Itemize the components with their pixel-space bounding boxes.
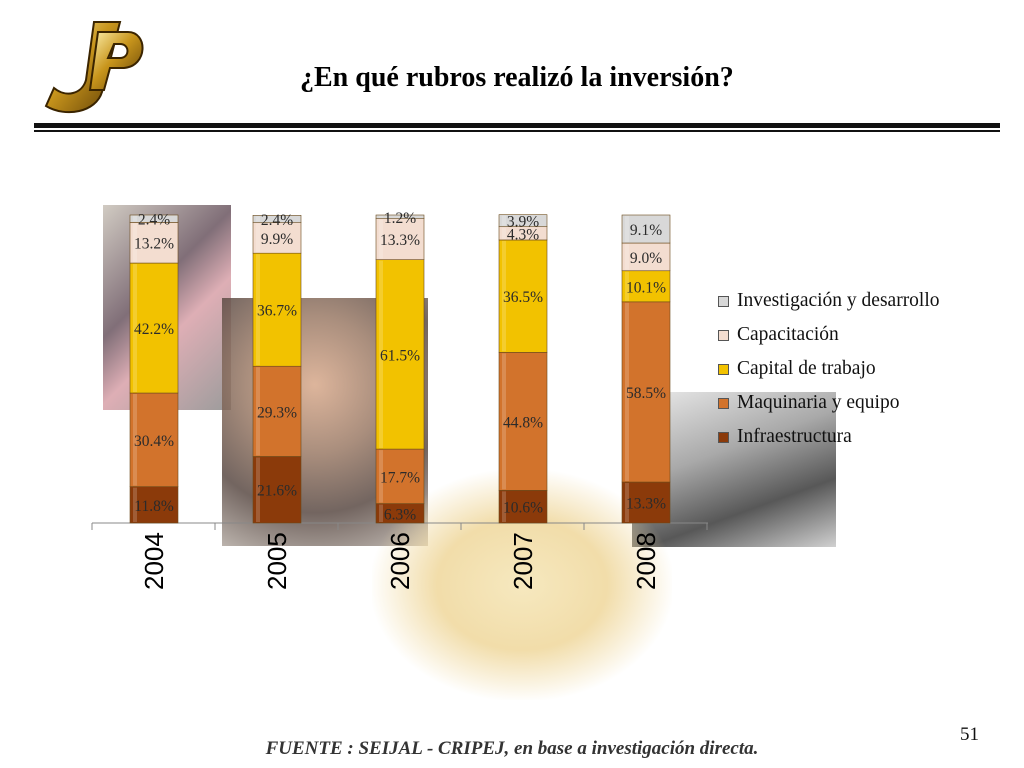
data-label: 44.8% (503, 414, 543, 431)
legend-swatch (718, 295, 729, 307)
data-label: 30.4% (134, 433, 174, 450)
bar-segment (129, 262, 179, 394)
bar-segment (252, 252, 302, 367)
bar-segment (621, 242, 671, 272)
bar-highlight (625, 216, 629, 243)
legend-item: Capital de trabajo (718, 352, 940, 386)
legend-label: Infraestructura (737, 426, 852, 447)
data-label: 21.6% (257, 483, 297, 500)
bar-highlight (502, 240, 506, 352)
bar-highlight (256, 254, 260, 366)
bar-highlight (625, 271, 629, 301)
legend-item: Maquinaria y equipo (718, 386, 940, 420)
bar-highlight (502, 353, 506, 490)
data-label: 3.9% (507, 214, 539, 231)
data-label: 17.7% (380, 469, 420, 486)
x-tick-label: 2007 (508, 532, 538, 590)
legend-swatch (718, 329, 729, 341)
legend-item: Infraestructura (718, 420, 940, 454)
bar-highlight (133, 264, 137, 393)
data-label: 9.1% (630, 222, 662, 239)
bar-segment (375, 259, 425, 450)
bar-segment (621, 214, 671, 244)
data-label: 13.3% (380, 232, 420, 249)
legend-swatch (718, 431, 729, 443)
data-label: 13.2% (134, 236, 174, 253)
bar-segment (252, 365, 302, 457)
legend-item: Investigación y desarrollo (718, 284, 940, 318)
bar-segment (375, 448, 425, 504)
data-label: 9.9% (261, 231, 293, 248)
bar-segment (129, 486, 179, 524)
title-rule-thin (34, 130, 1000, 132)
legend-label: Maquinaria y equipo (737, 392, 900, 413)
x-tick-label: 2004 (139, 532, 169, 590)
bar-highlight (256, 216, 260, 222)
bar-segment (375, 218, 425, 260)
bar-highlight (502, 215, 506, 226)
bar-highlight (379, 504, 383, 522)
data-label: 13.3% (626, 496, 666, 513)
bar-highlight (379, 450, 383, 503)
bar-highlight (379, 216, 383, 218)
data-label: 10.1% (626, 279, 666, 296)
data-label: 29.3% (257, 404, 297, 421)
jp-logo (44, 21, 144, 114)
bar-segment (252, 222, 302, 254)
data-label: 42.2% (134, 321, 174, 338)
page-title: ¿En qué rubros realizó la inversión? (300, 62, 734, 93)
bar-highlight (379, 260, 383, 449)
bar-segment (252, 456, 302, 524)
data-label: 58.5% (626, 385, 666, 402)
bar-highlight (256, 223, 260, 253)
x-tick-label: 2006 (385, 532, 415, 590)
data-label: 36.7% (257, 303, 297, 320)
data-label: 6.3% (384, 506, 416, 523)
data-label: 36.5% (503, 289, 543, 306)
page-number: 51 (960, 724, 979, 745)
bar-highlight (502, 227, 506, 239)
bar-highlight (133, 487, 137, 522)
bar-highlight (625, 244, 629, 270)
bar-segment (621, 301, 671, 483)
data-label: 2.4% (138, 212, 170, 229)
source-note: FUENTE : SEIJAL - CRIPEJ, en base a inve… (265, 738, 759, 759)
data-label: 10.6% (503, 500, 543, 517)
legend-swatch (718, 397, 729, 409)
legend-item: Capacitación (718, 318, 940, 352)
bar-segment (375, 214, 425, 219)
title-rule (34, 123, 1000, 128)
bar-segment (621, 481, 671, 524)
data-label: 1.2% (384, 210, 416, 227)
x-tick-label: 2008 (631, 532, 661, 590)
legend-label: Investigación y desarrollo (737, 290, 940, 311)
bar-segment (129, 214, 179, 223)
bar-segment (498, 239, 548, 353)
bar-highlight (625, 483, 629, 522)
bar-highlight (256, 367, 260, 456)
data-label: 2.4% (261, 212, 293, 229)
bar-highlight (133, 216, 137, 222)
data-label: 61.5% (380, 347, 420, 364)
legend-swatch (718, 363, 729, 375)
bar-segment (498, 490, 548, 524)
bar-segment (498, 214, 548, 228)
bar-highlight (256, 457, 260, 522)
legend-label: Capacitación (737, 324, 839, 345)
bar-highlight (502, 491, 506, 522)
bar-highlight (133, 223, 137, 263)
data-label: 9.0% (630, 250, 662, 267)
legend-label: Capital de trabajo (737, 358, 876, 379)
chart-legend: Investigación y desarrollo Capacitación Ca… (718, 284, 940, 454)
data-label: 4.3% (507, 226, 539, 243)
bar-highlight (625, 302, 629, 482)
x-tick-label: 2005 (262, 532, 292, 590)
bar-highlight (379, 219, 383, 259)
bar-highlight (133, 394, 137, 486)
data-label: 11.8% (134, 498, 174, 515)
bar-segment (252, 215, 302, 223)
